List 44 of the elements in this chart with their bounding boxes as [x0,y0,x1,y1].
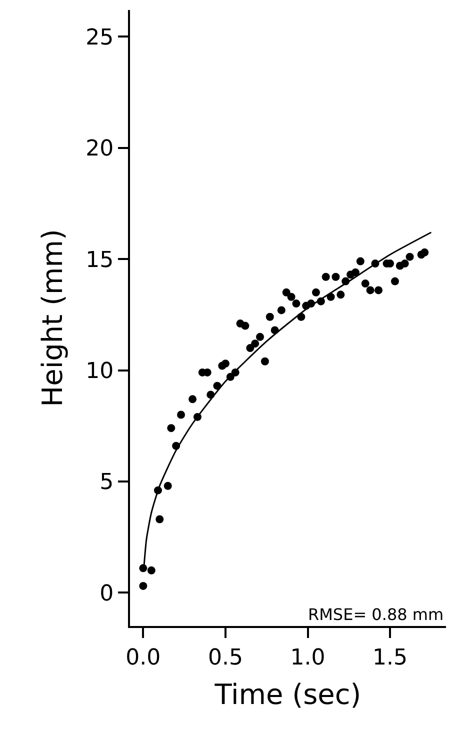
x-tick-label: 1.5 [372,645,408,670]
point [251,340,260,348]
y-axis-title: Height (mm) [36,229,69,407]
point [374,286,383,294]
x-tick-label: 0.0 [126,645,161,670]
point [167,424,176,432]
point [287,292,296,301]
point [292,300,300,308]
point [400,260,409,268]
point [164,482,172,490]
point [336,290,345,299]
point [188,395,197,404]
point [177,410,186,419]
y-tick-label: 0 [100,581,114,606]
x-tick-label: 1.0 [290,645,326,670]
point [266,312,274,321]
point [277,306,286,314]
point [351,268,360,276]
point [282,288,290,296]
point [356,257,364,266]
y-tick-label: 15 [86,248,114,273]
point [221,360,230,368]
point [246,344,254,352]
point [256,332,264,341]
x-tick-label: 0.5 [208,645,243,670]
y-tick-label: 20 [86,136,114,162]
point [390,277,399,286]
point [361,280,370,288]
y-tick-label: 10 [86,358,114,384]
x-axis-title: Time (sec) [214,678,362,711]
point [139,582,148,590]
point [312,288,320,296]
point [147,566,156,574]
point [406,252,414,261]
point [260,357,269,366]
y-tick-label: 5 [100,470,114,496]
point [241,322,250,330]
point [156,515,164,524]
y-tick-label: 25 [86,25,114,50]
point [366,286,374,294]
point [332,272,340,281]
annotation: RMSE= 0.88 mm [308,605,444,624]
point [420,248,429,256]
point [322,272,330,281]
